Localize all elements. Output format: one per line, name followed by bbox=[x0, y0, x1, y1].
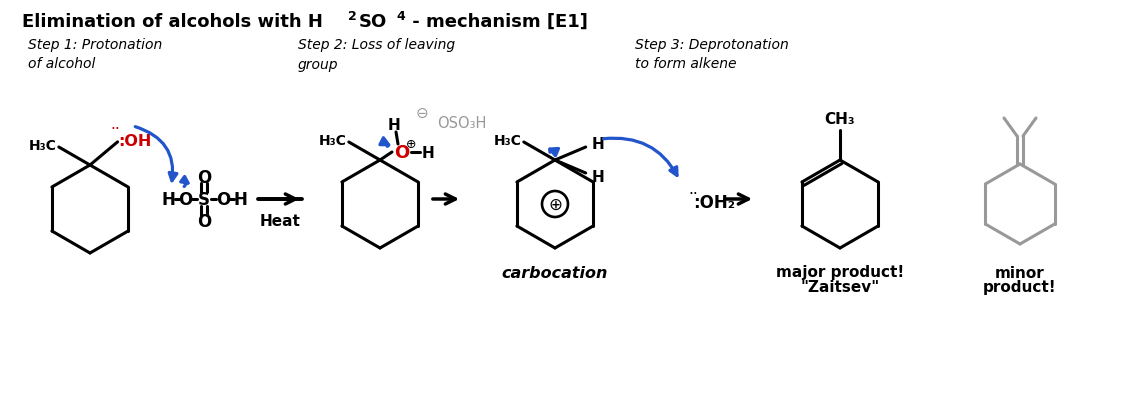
Text: H: H bbox=[162, 191, 175, 209]
Text: H: H bbox=[233, 191, 247, 209]
Circle shape bbox=[542, 191, 568, 218]
Text: minor: minor bbox=[995, 265, 1045, 280]
Text: ⊕: ⊕ bbox=[548, 196, 562, 213]
Text: :OH: :OH bbox=[119, 134, 151, 149]
Text: H₃C: H₃C bbox=[29, 139, 57, 153]
Text: CH₃: CH₃ bbox=[825, 111, 855, 126]
Text: ··: ·· bbox=[688, 187, 698, 202]
Text: H: H bbox=[387, 117, 401, 132]
Text: Step 2: Loss of leaving
group: Step 2: Loss of leaving group bbox=[298, 38, 456, 71]
Text: Step 1: Protonation
of alcohol: Step 1: Protonation of alcohol bbox=[28, 38, 163, 71]
Text: ⊕: ⊕ bbox=[406, 137, 416, 150]
FancyArrowPatch shape bbox=[550, 149, 559, 156]
Text: Heat: Heat bbox=[259, 213, 301, 229]
Text: Elimination of alcohols with H: Elimination of alcohols with H bbox=[22, 13, 323, 31]
Text: O: O bbox=[394, 144, 410, 162]
Text: ··: ·· bbox=[111, 122, 120, 137]
Text: H: H bbox=[591, 170, 604, 185]
Text: OSO₃H: OSO₃H bbox=[436, 115, 486, 130]
Text: "Zaitsev": "Zaitsev" bbox=[800, 280, 880, 295]
Text: O: O bbox=[196, 213, 211, 230]
Text: :OH₂: :OH₂ bbox=[693, 193, 735, 211]
Text: O: O bbox=[196, 169, 211, 187]
Text: H₃C: H₃C bbox=[494, 134, 522, 148]
Text: H: H bbox=[591, 136, 604, 151]
FancyArrowPatch shape bbox=[604, 139, 677, 176]
Text: H: H bbox=[422, 145, 434, 160]
Text: Step 3: Deprotonation
to form alkene: Step 3: Deprotonation to form alkene bbox=[635, 38, 789, 71]
Text: 4: 4 bbox=[396, 10, 405, 23]
Text: carbocation: carbocation bbox=[502, 265, 608, 280]
Text: H₃C: H₃C bbox=[319, 134, 347, 148]
FancyArrowPatch shape bbox=[380, 138, 389, 147]
Text: S: S bbox=[197, 191, 210, 209]
Text: - mechanism [E1]: - mechanism [E1] bbox=[406, 13, 588, 31]
FancyArrowPatch shape bbox=[181, 177, 188, 187]
Text: O: O bbox=[215, 191, 230, 209]
Text: O: O bbox=[178, 191, 192, 209]
Text: major product!: major product! bbox=[776, 265, 904, 280]
Text: SO: SO bbox=[359, 13, 387, 31]
Text: ⊖: ⊖ bbox=[415, 105, 429, 120]
Text: 2: 2 bbox=[348, 10, 357, 23]
Text: product!: product! bbox=[983, 280, 1057, 295]
FancyArrowPatch shape bbox=[136, 127, 177, 181]
